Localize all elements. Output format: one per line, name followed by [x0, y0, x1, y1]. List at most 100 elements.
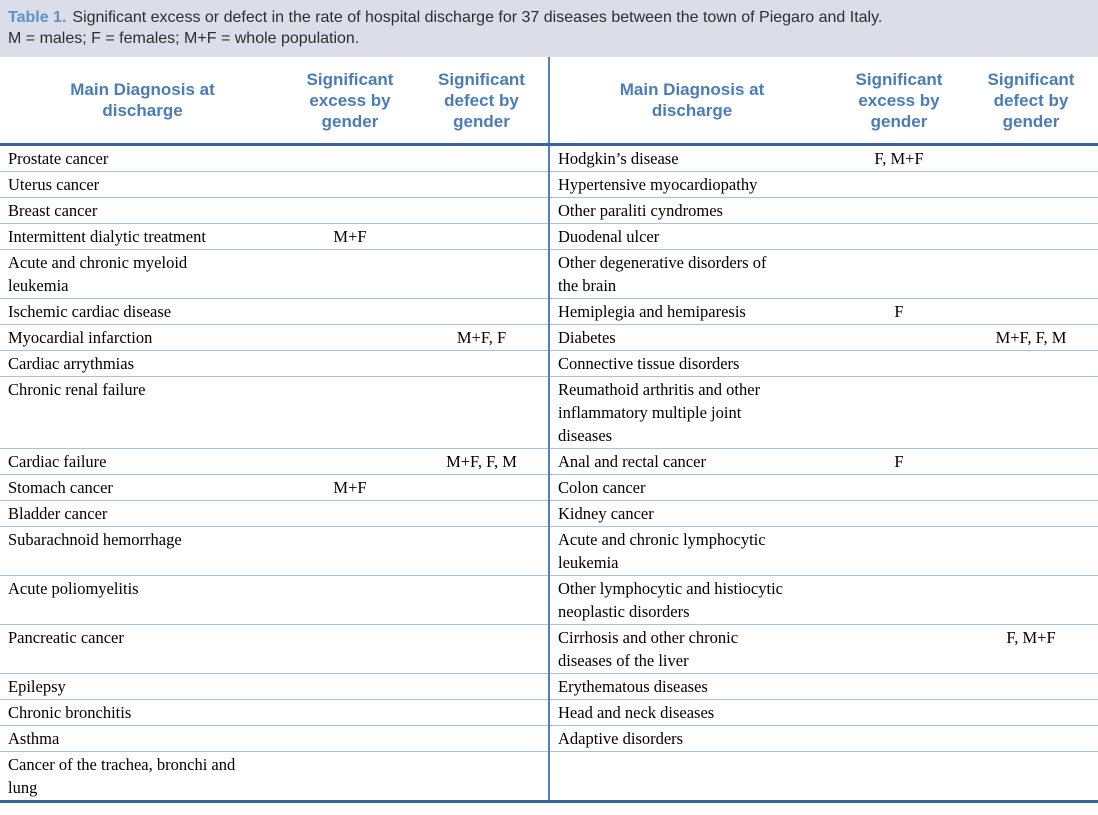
defect-value-cell — [415, 144, 549, 172]
header-diagnosis-left: Main Diagnosis at discharge — [0, 57, 285, 146]
diagnosis-cell: Acute and chronic lymphocytic leukemia — [548, 526, 834, 576]
defect-value-cell — [415, 751, 549, 803]
diagnosis-cell: Anal and rectal cancer — [548, 448, 834, 475]
table-row: Acute and chronic myeloid leukemia Other… — [0, 249, 1098, 299]
excess-value-cell — [834, 376, 964, 449]
table-body: Prostate cancer Hodgkin’s disease F, M+F … — [0, 144, 1098, 803]
table-row: Prostate cancer Hodgkin’s disease F, M+F — [0, 144, 1098, 172]
table-row: Intermittent dialytic treatment M+F Duode… — [0, 223, 1098, 250]
diagnosis-cell: Prostate cancer — [0, 144, 285, 172]
table-row: Epilepsy Erythematous diseases — [0, 673, 1098, 700]
diagnosis-cell: Cancer of the trachea, bronchi and lung — [0, 751, 285, 803]
excess-value-cell — [834, 500, 964, 527]
defect-value-cell: M+F, F, M — [415, 448, 549, 475]
excess-value-cell — [285, 575, 415, 625]
caption-line-2: M = males; F = females; M+F = whole popu… — [8, 30, 360, 47]
diagnosis-cell: Subarachnoid hemorrhage — [0, 526, 285, 576]
excess-value-cell — [285, 171, 415, 198]
diagnosis-cell: Bladder cancer — [0, 500, 285, 527]
defect-value-cell — [415, 500, 549, 527]
table-row: Cardiac failure M+F, F, M Anal and rectal… — [0, 448, 1098, 475]
caption-text: Significant excess or defect in the rate… — [72, 9, 883, 26]
excess-value-cell — [834, 624, 964, 674]
diagnosis-cell: Hodgkin’s disease — [548, 144, 834, 172]
defect-value-cell — [415, 624, 549, 674]
diagnosis-cell: Cardiac arrythmias — [0, 350, 285, 377]
defect-value-cell — [415, 298, 549, 325]
defect-value-cell — [964, 197, 1098, 224]
defect-value-cell — [964, 350, 1098, 377]
diagnosis-cell: Chronic renal failure — [0, 376, 285, 449]
table-row: Stomach cancer M+F Colon cancer — [0, 474, 1098, 501]
excess-value-cell — [285, 197, 415, 224]
diagnosis-cell: Acute and chronic myeloid leukemia — [0, 249, 285, 299]
diagnosis-cell: Cirrhosis and other chronic diseases of … — [548, 624, 834, 674]
defect-value-cell — [415, 197, 549, 224]
table-row: Ischemic cardiac disease Hemiplegia and … — [0, 298, 1098, 325]
diagnosis-cell: Cardiac failure — [0, 448, 285, 475]
defect-value-cell — [415, 171, 549, 198]
excess-value-cell: M+F — [285, 474, 415, 501]
discharge-table: Main Diagnosis at discharge Significant … — [0, 57, 1098, 803]
excess-value-cell — [285, 144, 415, 172]
excess-value-cell — [285, 699, 415, 726]
diagnosis-cell: Stomach cancer — [0, 474, 285, 501]
excess-value-cell — [834, 324, 964, 351]
excess-value-cell: M+F — [285, 223, 415, 250]
diagnosis-cell: Acute poliomyelitis — [0, 575, 285, 625]
diagnosis-cell: Other lymphocytic and histiocytic neopla… — [548, 575, 834, 625]
defect-value-cell — [964, 526, 1098, 576]
diagnosis-cell: Pancreatic cancer — [0, 624, 285, 674]
excess-value-cell: F, M+F — [834, 144, 964, 172]
diagnosis-cell: Colon cancer — [548, 474, 834, 501]
table-number-label: Table 1. — [8, 9, 67, 26]
diagnosis-cell: Epilepsy — [0, 673, 285, 700]
defect-value-cell — [964, 751, 1098, 803]
excess-value-cell — [285, 350, 415, 377]
excess-value-cell — [834, 197, 964, 224]
header-diagnosis-right: Main Diagnosis at discharge — [548, 57, 834, 146]
table-row: Breast cancer Other paraliti cyndromes — [0, 197, 1098, 224]
defect-value-cell — [415, 725, 549, 752]
header-excess-left: Significant excess by gender — [285, 57, 415, 146]
defect-value-cell — [964, 575, 1098, 625]
table-row: Chronic renal failure Reumathoid arthrit… — [0, 376, 1098, 449]
excess-value-cell — [834, 223, 964, 250]
header-row: Main Diagnosis at discharge Significant … — [0, 57, 1098, 146]
excess-value-cell — [285, 526, 415, 576]
table-row: Asthma Adaptive disorders — [0, 725, 1098, 752]
diagnosis-cell: Hemiplegia and hemiparesis — [548, 298, 834, 325]
defect-value-cell — [964, 223, 1098, 250]
diagnosis-cell: Myocardial infarction — [0, 324, 285, 351]
defect-value-cell — [964, 474, 1098, 501]
diagnosis-cell: Adaptive disorders — [548, 725, 834, 752]
excess-value-cell — [834, 725, 964, 752]
diagnosis-cell: Chronic bronchitis — [0, 699, 285, 726]
table-row: Uterus cancer Hypertensive myocardiopath… — [0, 171, 1098, 198]
diagnosis-cell: Asthma — [0, 725, 285, 752]
excess-value-cell: F — [834, 298, 964, 325]
excess-value-cell — [285, 298, 415, 325]
defect-value-cell — [964, 699, 1098, 726]
table-row: Myocardial infarction M+F, F Diabetes M+F… — [0, 324, 1098, 351]
excess-value-cell — [834, 751, 964, 803]
excess-value-cell — [285, 249, 415, 299]
header-defect-left: Significant defect by gender — [415, 57, 549, 146]
diagnosis-cell: Uterus cancer — [0, 171, 285, 198]
excess-value-cell — [285, 673, 415, 700]
defect-value-cell — [415, 526, 549, 576]
defect-value-cell: F, M+F — [964, 624, 1098, 674]
excess-value-cell — [285, 324, 415, 351]
defect-value-cell — [415, 223, 549, 250]
excess-value-cell — [834, 673, 964, 700]
excess-value-cell — [285, 725, 415, 752]
defect-value-cell — [415, 673, 549, 700]
excess-value-cell — [834, 699, 964, 726]
excess-value-cell — [834, 575, 964, 625]
excess-value-cell — [834, 526, 964, 576]
diagnosis-cell: Reumathoid arthritis and other inflammat… — [548, 376, 834, 449]
diagnosis-cell: Intermittent dialytic treatment — [0, 223, 285, 250]
table-row: Bladder cancer Kidney cancer — [0, 500, 1098, 527]
excess-value-cell — [285, 376, 415, 449]
